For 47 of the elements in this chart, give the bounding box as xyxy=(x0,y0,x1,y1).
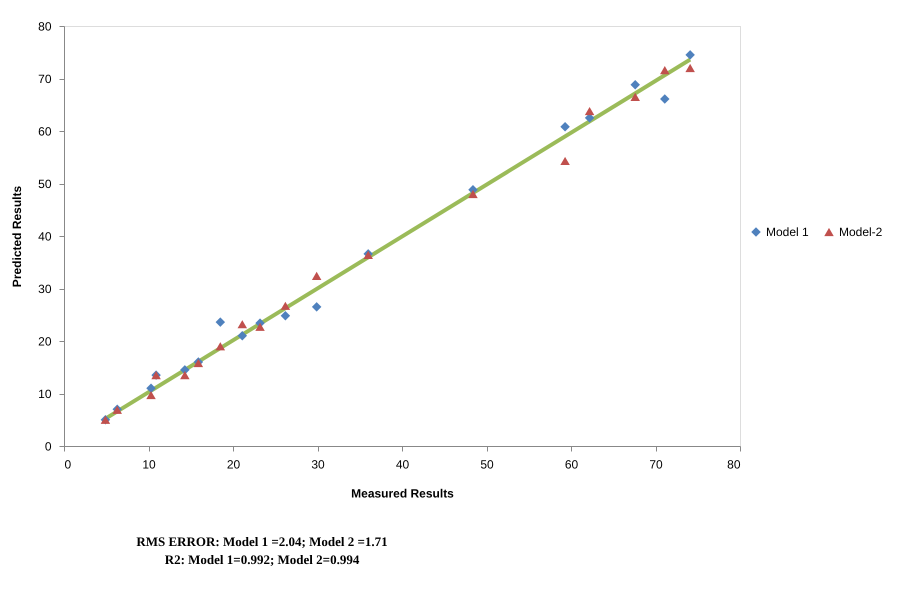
x-tick-label: 60 xyxy=(564,458,578,472)
point xyxy=(180,365,190,375)
point xyxy=(312,272,322,280)
y-tick-label: 10 xyxy=(38,387,52,401)
point xyxy=(630,80,640,90)
y-tick-label: 0 xyxy=(44,440,52,454)
point xyxy=(685,64,695,72)
text: RMS ERROR: Model 1 =2.04; Model 2 =1.71 xyxy=(136,534,388,549)
point xyxy=(584,106,594,116)
point xyxy=(630,92,640,101)
x-tick-label: 30 xyxy=(311,458,325,472)
point xyxy=(560,122,570,132)
point xyxy=(660,66,670,74)
x-axis-title: Measured Results xyxy=(351,486,454,500)
point xyxy=(280,302,290,310)
y-tick-label: 20 xyxy=(38,334,52,348)
point xyxy=(216,317,226,327)
y-tick-label: 80 xyxy=(38,20,52,34)
point xyxy=(238,331,248,340)
text: R2: Model 1=0.992; Model 2=0.994 xyxy=(164,552,360,567)
point xyxy=(560,156,570,166)
y-tick-label: 40 xyxy=(38,230,52,244)
legend-label: Model-2 xyxy=(839,225,883,239)
x-tick-label: 70 xyxy=(649,458,663,472)
x-tick-label: 20 xyxy=(226,458,240,472)
point xyxy=(660,94,670,104)
point xyxy=(685,50,695,60)
point xyxy=(146,384,156,393)
x-tick-label: 0 xyxy=(64,458,72,472)
x-tick-label: 50 xyxy=(480,458,494,472)
y-tick-label: 30 xyxy=(38,282,52,296)
point xyxy=(180,371,190,380)
point xyxy=(146,390,156,400)
x-tick-label: 10 xyxy=(142,458,156,472)
y-axis-title: Predicted Results xyxy=(10,185,24,288)
y-tick-label: 50 xyxy=(38,177,52,191)
x-tick-label: 80 xyxy=(727,458,741,472)
y-tick-label: 60 xyxy=(38,124,52,138)
point xyxy=(468,190,478,198)
point xyxy=(216,342,226,350)
point xyxy=(312,302,322,312)
legend-label: Model 1 xyxy=(766,225,810,239)
x-tick-label: 40 xyxy=(396,458,410,472)
point xyxy=(280,311,290,321)
y-tick-label: 70 xyxy=(38,72,52,86)
point xyxy=(238,320,248,328)
point xyxy=(255,322,265,331)
